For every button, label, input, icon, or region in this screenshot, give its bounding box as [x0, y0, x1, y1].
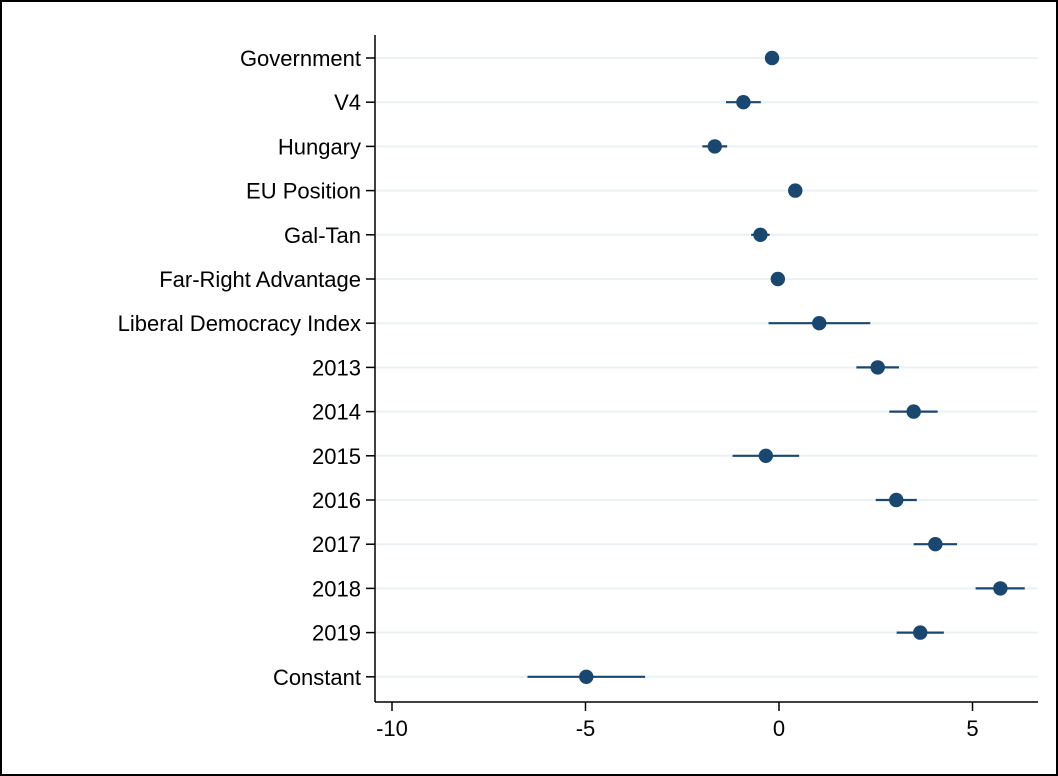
x-tick-label: -10: [376, 716, 408, 741]
coefficient-point: [770, 271, 786, 287]
y-tick-label: V4: [334, 90, 361, 115]
y-tick-label: 2015: [312, 444, 361, 469]
x-tick-label: 5: [966, 716, 978, 741]
coefficient-point: [579, 669, 594, 684]
coefficient-point: [928, 537, 943, 552]
coefficient-point: [870, 360, 885, 375]
y-tick-label: Government: [240, 46, 361, 71]
point-estimates: [579, 50, 1008, 684]
coefficient-point: [788, 183, 803, 198]
coefficient-point: [764, 50, 780, 66]
coefficient-point: [736, 95, 751, 110]
x-tick-label: 0: [773, 716, 785, 741]
coefficient-point: [753, 227, 768, 242]
coefficient-point: [906, 404, 921, 419]
y-tick-label: 2017: [312, 532, 361, 557]
coefficient-point: [758, 448, 774, 463]
y-tick-label: Constant: [273, 665, 361, 690]
y-tick-label: 2014: [312, 400, 361, 425]
coefficient-point: [993, 581, 1008, 596]
y-tick-label: EU Position: [246, 179, 361, 204]
y-tick-label: 2018: [312, 576, 361, 601]
y-tick-label: 2016: [312, 488, 361, 513]
y-tick-label: Hungary: [278, 134, 361, 159]
y-tick-label: Liberal Democracy Index: [118, 311, 361, 336]
y-tick-label: 2019: [312, 621, 361, 646]
x-tick-label: -5: [576, 716, 596, 741]
y-tick-label: Far-Right Advantage: [159, 267, 361, 292]
y-tick-label: Gal-Tan: [284, 223, 361, 248]
coefficient-point: [812, 316, 827, 331]
y-tick-labels: Government V4 Hungary EU Position Gal-Tan Far…: [118, 46, 361, 690]
coefficient-point: [913, 625, 928, 640]
axes: [366, 35, 1038, 711]
x-tick-labels: -10 -5 0 5: [376, 716, 979, 741]
coefficient-point: [707, 139, 722, 154]
coefficient-point: [889, 492, 904, 508]
y-tick-label: 2013: [312, 355, 361, 380]
